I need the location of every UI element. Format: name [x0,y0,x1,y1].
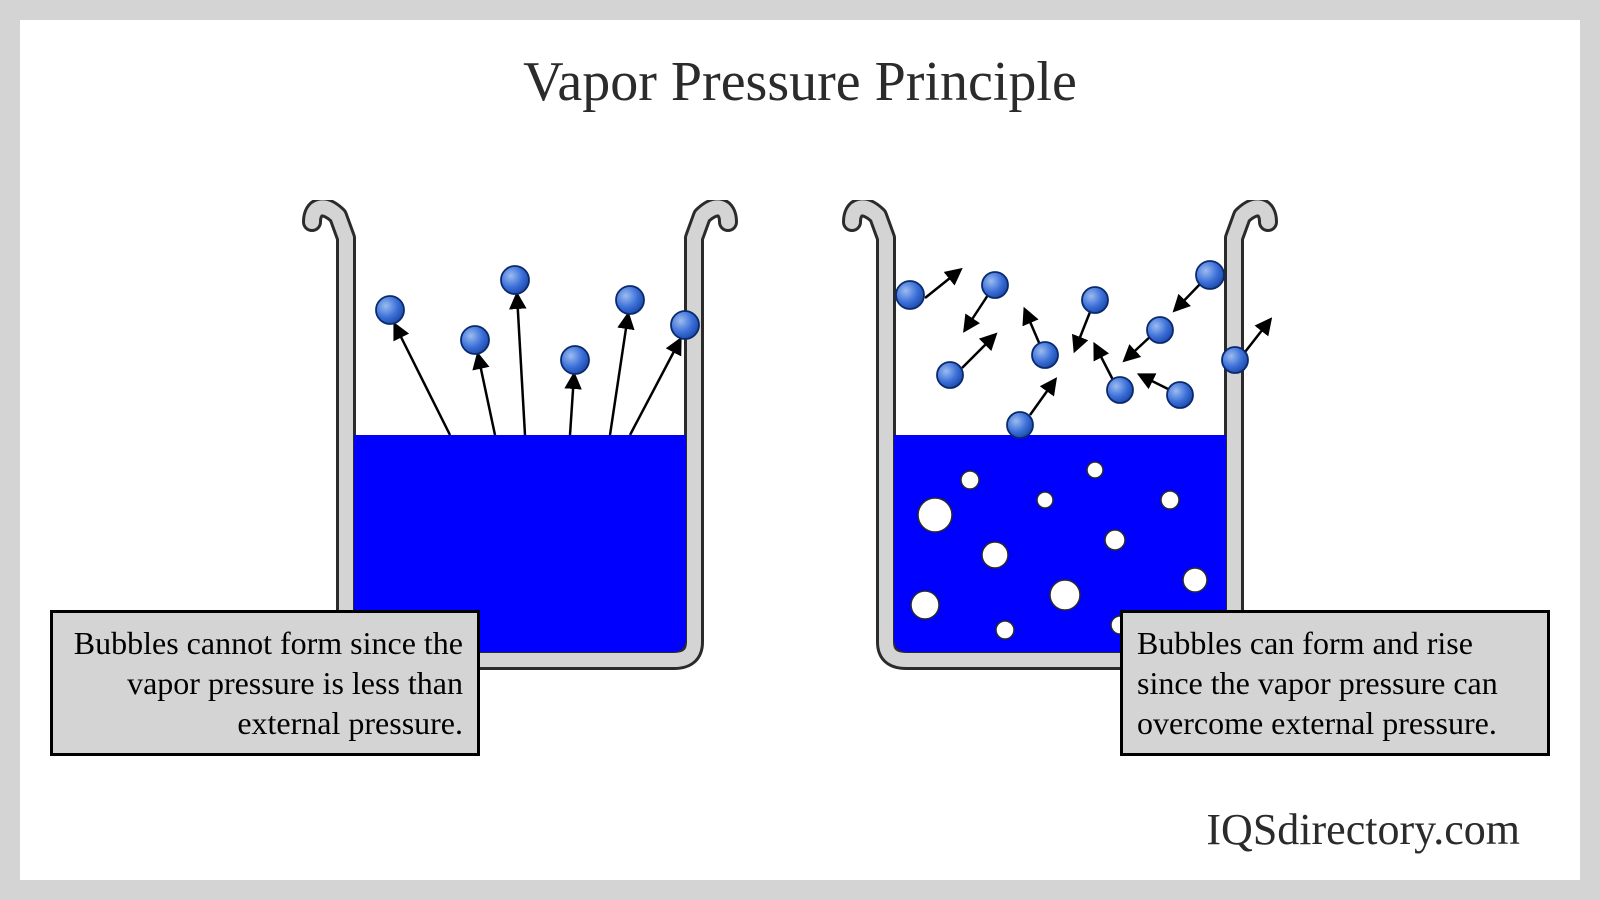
footer-attribution: IQSdirectory.com [1206,804,1520,855]
beaker-left-svg [300,200,740,670]
beaker-left [300,200,740,670]
beaker-right-svg [840,200,1280,670]
diagram-frame: Vapor Pressure Principle Bubbles cannot … [20,20,1580,880]
caption-right: Bubbles can form and rise since the vapo… [1120,610,1550,756]
caption-left: Bubbles cannot form since the vapor pres… [50,610,480,756]
diagram-area: Bubbles cannot form since the vapor pres… [20,180,1580,700]
beaker-right [840,200,1280,670]
diagram-title: Vapor Pressure Principle [20,50,1580,114]
